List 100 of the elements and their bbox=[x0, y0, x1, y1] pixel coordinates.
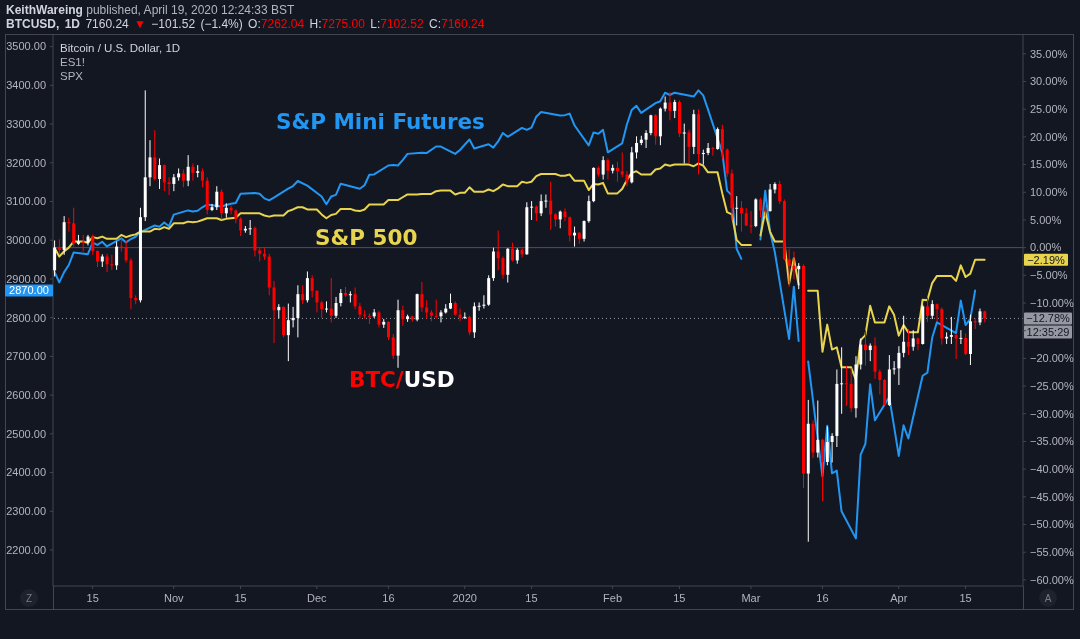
text: 12:35:29 bbox=[1026, 325, 1070, 338]
text: BTCUSD, 1D 7160.24 ▼ −101.52 (−1.4%) O:7262.04 H:7275.00 L:7102.52 C:7160.24 bbox=[6, 17, 485, 31]
candlestick bbox=[606, 157, 610, 181]
candlestick bbox=[821, 438, 825, 502]
candlestick bbox=[511, 242, 515, 262]
y2-tick-label: −60.00% bbox=[1030, 573, 1074, 586]
x-tick-label: Feb bbox=[603, 591, 623, 604]
candlestick bbox=[816, 399, 820, 459]
y-tick-label: 2800.00 bbox=[6, 311, 46, 324]
candlestick bbox=[687, 129, 691, 164]
candlestick bbox=[420, 281, 424, 313]
y2-tick-label: 25.00% bbox=[1030, 103, 1068, 116]
y-tick-label: 2900.00 bbox=[6, 272, 46, 285]
candlestick bbox=[315, 289, 319, 313]
candlestick bbox=[964, 332, 968, 356]
candlestick bbox=[906, 328, 910, 356]
candlestick bbox=[792, 251, 796, 280]
y2-tick-label: −5.00% bbox=[1030, 269, 1068, 282]
candlestick bbox=[911, 329, 915, 352]
candlestick bbox=[902, 315, 906, 358]
candlestick bbox=[200, 167, 204, 188]
candlestick bbox=[706, 142, 710, 156]
candlestick bbox=[744, 207, 748, 227]
candlestick bbox=[954, 332, 958, 360]
y2-tick-label: −40.00% bbox=[1030, 463, 1074, 475]
y-tick-label: 2600.00 bbox=[6, 388, 46, 401]
y2-tick-label: −10.00% bbox=[1030, 296, 1074, 309]
candlestick bbox=[186, 154, 190, 187]
candlestick bbox=[115, 241, 119, 271]
annotation: SPX bbox=[60, 69, 84, 83]
candlestick bbox=[720, 124, 724, 160]
candlestick bbox=[348, 290, 352, 303]
x-tick-label: 15 bbox=[959, 591, 972, 604]
y2-tick-label: −30.00% bbox=[1030, 407, 1074, 420]
candlestick bbox=[601, 155, 605, 181]
candlestick bbox=[272, 280, 276, 344]
candlestick bbox=[520, 247, 524, 259]
candlestick bbox=[654, 113, 658, 146]
y-tick-label: 2870.00 bbox=[9, 284, 49, 297]
y-tick-label: 3400.00 bbox=[6, 79, 46, 92]
y2-tick-label: 35.00% bbox=[1030, 47, 1068, 60]
candlestick bbox=[682, 123, 686, 164]
candlestick bbox=[215, 185, 219, 211]
x-tick-label: 16 bbox=[816, 591, 829, 604]
y2-tick-label: −2.19% bbox=[1027, 253, 1066, 266]
candlestick bbox=[53, 239, 57, 277]
candlestick bbox=[549, 181, 553, 231]
y-tick-label: 2500.00 bbox=[6, 427, 46, 440]
round-button: A bbox=[1039, 589, 1057, 607]
candlestick bbox=[959, 329, 963, 345]
series-label: S&P Mini Futures bbox=[276, 109, 485, 134]
candlestick bbox=[926, 296, 930, 323]
candlestick bbox=[701, 149, 705, 166]
candlestick bbox=[544, 193, 548, 209]
candlestick bbox=[892, 360, 896, 375]
candlestick bbox=[773, 181, 777, 194]
chart-title: KeithWareing published, April 19, 2020 12:24:33 BST bbox=[6, 3, 295, 17]
y2-tick-label: 15.00% bbox=[1030, 158, 1068, 171]
y-tick-label: 3100.00 bbox=[6, 195, 46, 208]
candlestick bbox=[229, 205, 233, 215]
y2-tick-label: 10.00% bbox=[1030, 186, 1068, 199]
candlestick bbox=[615, 161, 619, 183]
candlestick bbox=[587, 195, 591, 224]
y-tick-label: 3200.00 bbox=[6, 156, 46, 169]
candlestick bbox=[253, 226, 257, 258]
y-tick-label: 2700.00 bbox=[6, 350, 46, 363]
candlestick bbox=[439, 309, 443, 323]
candlestick bbox=[530, 200, 534, 221]
candlestick bbox=[878, 368, 882, 395]
candlestick bbox=[897, 345, 901, 386]
candlestick bbox=[787, 248, 791, 288]
x-tick-label: 15 bbox=[234, 591, 247, 604]
candlestick bbox=[711, 146, 715, 157]
y2-tick-label: −45.00% bbox=[1030, 490, 1074, 503]
candlestick bbox=[568, 216, 572, 243]
ref-line-label: −12.78% bbox=[1026, 312, 1071, 325]
candlestick bbox=[725, 148, 729, 178]
x-tick-label: 15 bbox=[525, 591, 538, 604]
candlestick bbox=[749, 210, 753, 234]
candlestick bbox=[81, 234, 85, 253]
candlestick bbox=[153, 129, 157, 182]
candlestick bbox=[482, 294, 486, 310]
candlestick bbox=[859, 337, 863, 370]
candlestick bbox=[363, 309, 367, 320]
candlestick bbox=[310, 274, 314, 298]
candlestick bbox=[329, 277, 333, 323]
candlestick bbox=[620, 151, 624, 178]
y-tick-label: 2200.00 bbox=[6, 543, 46, 556]
y2-tick-label: −20.00% bbox=[1030, 352, 1074, 365]
candlestick bbox=[716, 126, 720, 151]
candlestick bbox=[248, 219, 252, 236]
candlestick bbox=[334, 296, 338, 319]
candlestick bbox=[539, 193, 543, 217]
x-tick-label: 15 bbox=[673, 591, 686, 604]
candlestick bbox=[67, 217, 71, 233]
candlestick bbox=[949, 316, 953, 345]
candlestick bbox=[239, 216, 243, 237]
candlestick bbox=[325, 300, 328, 313]
y2-tick-label: 20.00% bbox=[1030, 130, 1068, 143]
x-tick-label: Dec bbox=[307, 591, 328, 604]
